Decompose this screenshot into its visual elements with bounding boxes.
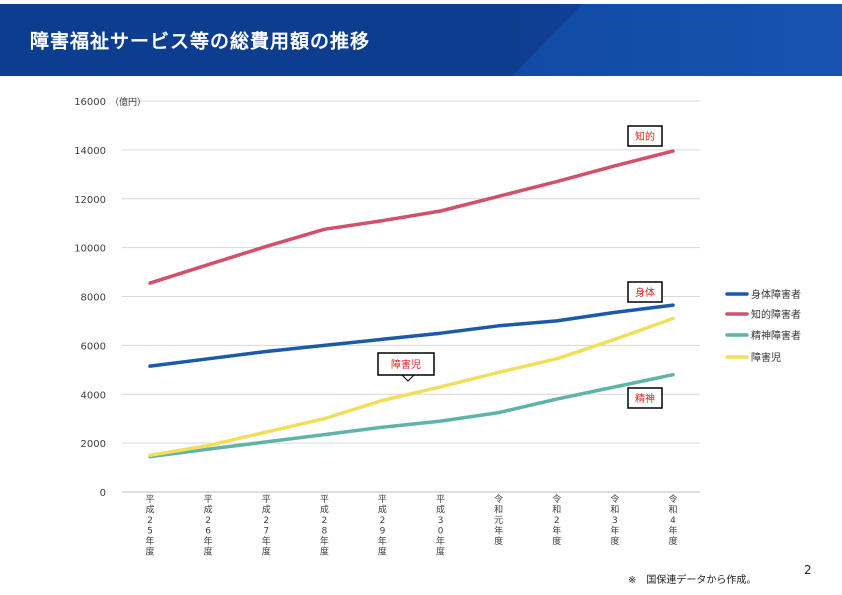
y-tick-label: 10000 [74,244,106,255]
x-tick-label: 平成 3 0 年度 [436,494,445,558]
annotation-label: 身体 [635,286,655,299]
annotation-box [627,125,663,147]
y-tick-label: 16000 [74,97,106,108]
annotation-pointer [401,374,415,382]
annotation-box [627,387,663,409]
series-line-4 [148,316,675,458]
annotation-label: 知的 [635,130,655,143]
header-gradient [0,4,842,76]
page-title: 障害福祉サービス等の総費用額の推移 [30,30,371,53]
x-tick-label: 平成 2 8 年度 [320,494,329,558]
x-tick-label: 平成 2 6 年度 [204,494,213,558]
x-tick-label: 令和 2 年度 [552,493,561,547]
header-banner: 障害福祉サービス等の総費用額の推移 [0,4,842,76]
legend-label: 身体障害者 [751,288,801,301]
annotation-box [377,352,435,376]
y-unit-label: （億円） [110,96,146,108]
x-tick-label: 平成 2 9 年度 [378,494,387,558]
x-tick-label: 令和元年度 [494,493,503,547]
y-tick-label: 14000 [74,146,106,157]
x-tick-label: 令和 3 年度 [610,493,619,547]
y-tick-label: 0 [100,488,106,499]
y-tick-label: 6000 [81,341,106,352]
series-line-1 [148,303,675,368]
series-line-3 [148,372,675,459]
x-tick-label: 平成 2 7 年度 [262,494,271,558]
y-tick-label: 12000 [74,195,106,206]
series-line-2 [148,149,675,285]
legend-label: 障害児 [751,351,781,364]
legend-label: 精神障害者 [751,329,801,342]
annotation-label: 精神 [635,392,655,405]
source-footnote: ※ 国保連データから作成。 [628,575,757,586]
y-tick-label: 8000 [81,293,106,304]
annotation-label: 障害児 [391,358,421,371]
x-tick-label: 令和 4 年度 [668,493,677,547]
y-tick-label: 2000 [81,439,106,450]
y-tick-label: 4000 [81,390,106,401]
legend-label: 知的障害者 [751,308,801,321]
x-tick-label: 平成 2 5 年度 [145,494,154,558]
annotation-box [627,281,663,303]
page-number: 2 [804,563,812,577]
